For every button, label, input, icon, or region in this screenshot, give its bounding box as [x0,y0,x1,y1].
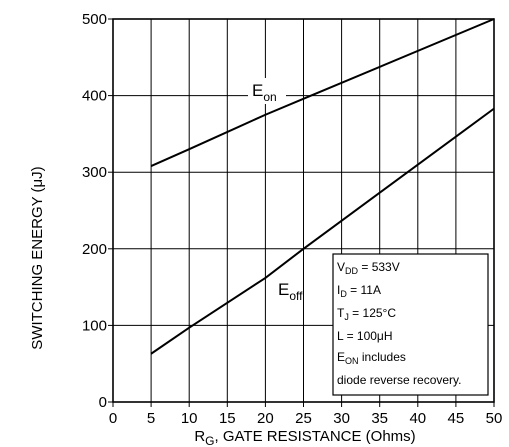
condition-tj: TJ = 125°C [337,306,396,322]
y-tick-label: 100 [82,317,107,334]
condition-eon-includes: EON includes [337,350,406,366]
x-tick-label: 15 [219,410,236,427]
x-tick-label: 5 [147,410,155,427]
y-tick-label: 200 [82,241,107,258]
y-axis-label: SWITCHING ENERGY (μJ) [29,166,46,349]
x-tick-label: 10 [181,410,198,427]
series-label-eoff-text: Eoff [278,280,303,303]
condition-diode-recovery: diode reverse recovery. [337,373,462,387]
series-label-eoff: Eoff [278,280,303,303]
conditions-box-frame [332,253,489,396]
y-tick-label: 0 [99,394,107,411]
conditions-box: VDD = 533V ID = 11A TJ = 125°C L = 100μH… [332,253,489,396]
x-axis-label-main: R [194,428,205,445]
series-line-eoff [150,107,495,355]
series-label-eon-bg [248,78,286,104]
series-label-eon-main: E [252,81,263,100]
series-label-eoff-sub: off [289,289,303,303]
plot-frame [112,18,495,403]
x-tick-label: 0 [109,410,117,427]
y-tick-label: 400 [82,88,107,105]
x-axis-label-rest: , GATE RESISTANCE (Ohms) [215,428,416,445]
x-tick-label: 30 [333,410,350,427]
x-axis-label-sub: G [205,434,214,447]
condition-vdd: VDD = 533V [337,260,400,276]
condition-l: L = 100μH [337,329,393,343]
y-tick-label: 500 [82,11,107,28]
x-tick-label: 20 [257,410,274,427]
series-line-eon [150,18,495,167]
x-tick-label: 45 [448,410,465,427]
condition-id: ID = 11A [337,283,381,299]
x-axis-label: RG, GATE RESISTANCE (Ohms) [194,428,415,447]
x-tick-label: 50 [486,410,503,427]
series-label-eon-sub: on [263,90,276,104]
series-label-eoff-main: E [278,280,289,299]
x-tick-label: 25 [295,410,312,427]
y-tick-label: 300 [82,164,107,181]
x-tick-label: 40 [409,410,426,427]
x-tick-label: 35 [371,410,388,427]
series-label-eon: Eon [248,78,286,104]
series-lines [150,18,495,355]
series-label-eon-text: Eon [252,81,277,104]
